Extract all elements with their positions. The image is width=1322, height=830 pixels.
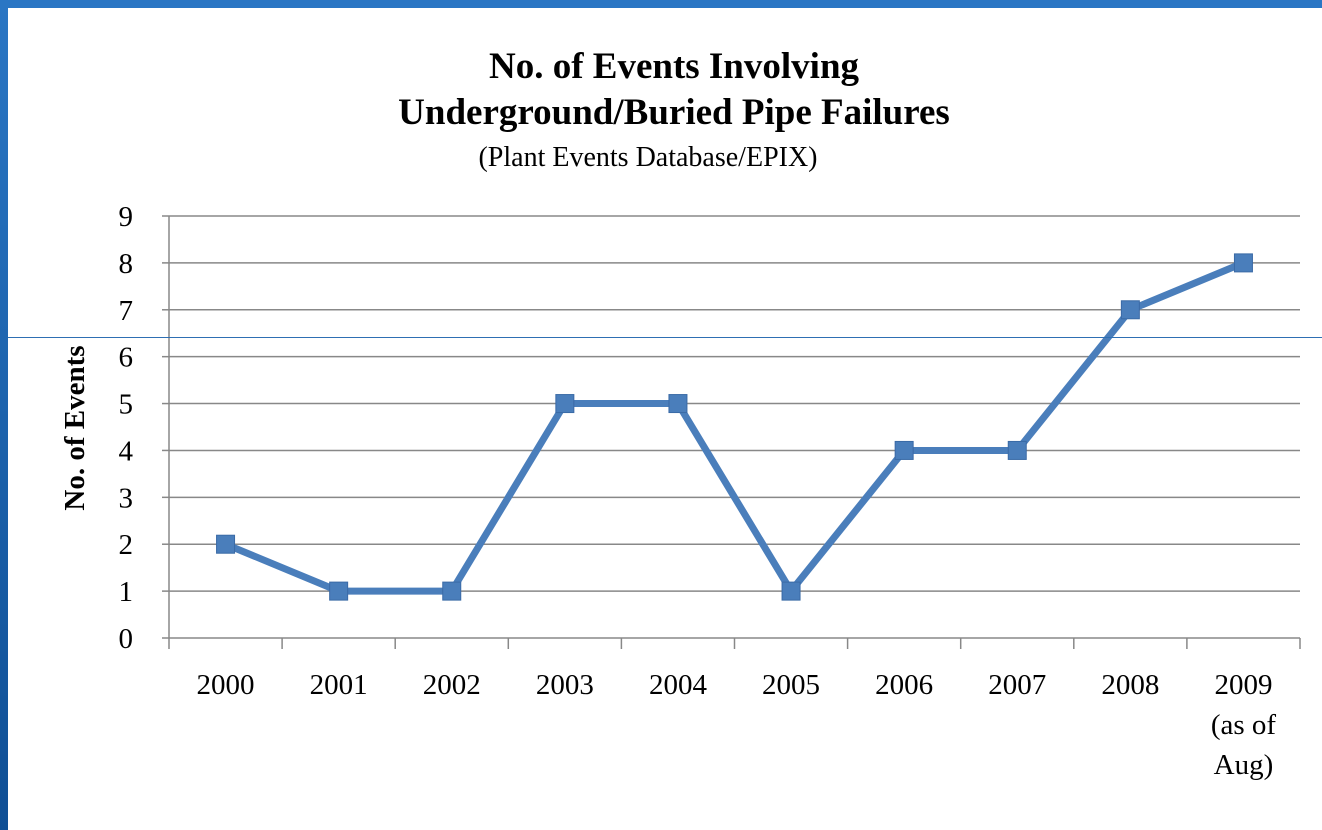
series-line (216, 253, 1253, 601)
x-tick-label: (as of (1211, 709, 1277, 741)
y-axis-label: No. of Events (59, 345, 91, 510)
y-axis-ticks: 0 1 2 3 4 5 6 7 8 9 (119, 201, 169, 655)
chart-panel (8, 8, 1322, 830)
x-tick-label: 2009 (1214, 669, 1272, 701)
chart-title-line-2: Underground/Buried Pipe Failures (398, 92, 950, 133)
overlay-rule-line (8, 337, 1322, 338)
data-point (1120, 300, 1140, 320)
chart-subtitle: (Plant Events Database/EPIX) (478, 142, 817, 173)
data-point (894, 440, 914, 460)
data-point (216, 534, 236, 554)
y-tick-label: 6 (119, 342, 134, 374)
chart-title-line-1: No. of Events Involving (489, 46, 860, 87)
series-line-path (222, 259, 1247, 595)
data-point (1007, 440, 1027, 460)
data-point (329, 581, 349, 601)
y-tick-label: 2 (119, 529, 134, 561)
x-tick-label: 2001 (310, 669, 368, 701)
y-tick-label: 1 (119, 576, 134, 608)
x-tick-label: Aug) (1214, 749, 1274, 781)
y-tick-label: 3 (119, 482, 134, 514)
gridlines (169, 215, 1300, 592)
x-tick-label: 2007 (988, 669, 1046, 701)
y-tick-label: 5 (119, 389, 134, 421)
x-tick-label: 2008 (1101, 669, 1159, 701)
data-point (781, 581, 801, 601)
data-point (442, 581, 462, 601)
x-tick-label: 2002 (423, 669, 481, 701)
y-tick-label: 4 (119, 435, 134, 467)
x-tick-label: 2004 (649, 669, 708, 701)
axes (168, 216, 1300, 639)
x-axis-ticks: 2000 2001 2002 2003 2004 2005 2006 2007 2008 2009… (168, 638, 1301, 781)
x-tick-label: 2006 (875, 669, 933, 701)
x-tick-label: 2000 (197, 669, 255, 701)
data-point (555, 394, 575, 414)
y-tick-label: 9 (119, 201, 134, 233)
data-point (1233, 253, 1253, 273)
chart-title: No. of Events Involving Underground/Buri… (398, 46, 950, 173)
y-tick-label: 0 (119, 623, 134, 655)
data-point (668, 394, 688, 414)
y-tick-label: 8 (119, 248, 134, 280)
y-tick-label: 7 (119, 295, 134, 327)
x-tick-label: 2005 (762, 669, 820, 701)
x-tick-label: 2003 (536, 669, 594, 701)
